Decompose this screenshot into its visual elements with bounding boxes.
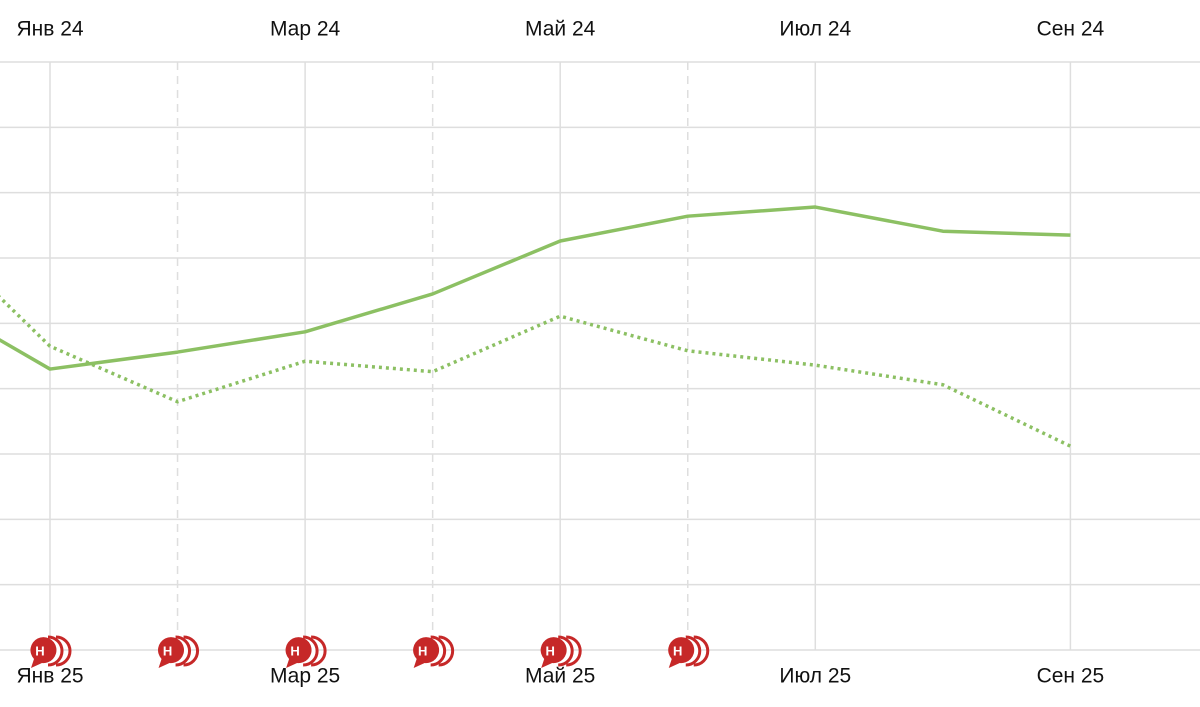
news-marker[interactable]: Н	[413, 635, 455, 668]
news-marker-bubble	[668, 637, 695, 668]
news-marker[interactable]: Н	[158, 635, 199, 668]
x-tick-label-bottom: Май 25	[525, 665, 595, 688]
news-marker-bubble	[285, 637, 312, 668]
news-marker-label: Н	[163, 643, 172, 658]
news-marker-back	[310, 635, 327, 667]
news-marker-label: Н	[290, 643, 299, 658]
x-tick-label-top: Мар 24	[270, 18, 341, 41]
x-tick-label-bottom: Мар 25	[270, 665, 340, 688]
news-marker-label: Н	[673, 643, 682, 658]
line-series	[0, 222, 1200, 446]
news-marker-back	[566, 635, 582, 667]
news-marker-bubble	[30, 637, 57, 668]
x-tick-label-top: Июл 24	[779, 18, 851, 41]
x-tick-label-bottom: Июл 25	[779, 665, 851, 688]
news-marker-label: Н	[546, 643, 555, 658]
news-marker-back	[438, 635, 455, 667]
news-marker-label: Н	[418, 643, 427, 658]
news-marker-back	[183, 635, 199, 667]
news-marker[interactable]: Н	[668, 635, 710, 668]
news-marker-bubble	[413, 637, 440, 668]
news-marker-bubble	[158, 637, 185, 668]
news-marker[interactable]: Н	[285, 635, 327, 668]
news-marker-back	[55, 635, 72, 667]
news-marker-bubble	[540, 637, 567, 668]
x-tick-label-bottom: Сен 25	[1037, 665, 1105, 688]
news-marker-label: Н	[35, 643, 44, 658]
x-tick-label-top: Сен 24	[1037, 18, 1105, 41]
news-marker[interactable]: Н	[30, 635, 72, 668]
x-tick-label-bottom: Янв 25	[16, 665, 83, 688]
x-tick-label-top: Май 24	[525, 18, 596, 41]
x-tick-label-top: Янв 24	[16, 18, 83, 41]
news-marker[interactable]: Н	[540, 635, 582, 668]
news-marker-back	[693, 635, 710, 667]
